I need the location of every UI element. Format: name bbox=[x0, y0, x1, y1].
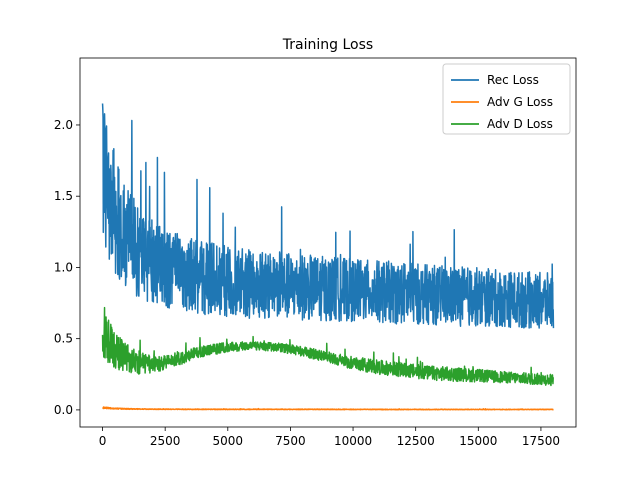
legend-label: Adv G Loss bbox=[487, 95, 553, 109]
x-tick-label: 17500 bbox=[522, 434, 560, 448]
series-line-rec-loss bbox=[101, 103, 555, 329]
plot-area bbox=[101, 103, 555, 411]
y-tick-label: 0.5 bbox=[54, 332, 73, 346]
x-tick-label: 5000 bbox=[213, 434, 244, 448]
x-tick-label: 7500 bbox=[275, 434, 306, 448]
y-tick-label: 0.0 bbox=[54, 403, 73, 417]
axes-frame bbox=[79, 57, 577, 428]
y-tick-label: 2.0 bbox=[54, 118, 73, 132]
x-tick-label: 0 bbox=[99, 434, 107, 448]
y-tick-label: 1.5 bbox=[54, 189, 73, 203]
series-line-adv-g-loss bbox=[102, 406, 554, 411]
y-axis: 0.0 0.5 1.0 1.5 2.0 bbox=[54, 118, 80, 417]
legend-label: Rec Loss bbox=[487, 73, 539, 87]
y-tick-label: 1.0 bbox=[54, 260, 73, 274]
legend: Rec Loss Adv G Loss Adv D Loss bbox=[442, 63, 571, 135]
legend-label: Adv D Loss bbox=[487, 117, 553, 131]
x-tick-label: 2500 bbox=[150, 434, 181, 448]
series-line-adv-d-loss bbox=[101, 306, 554, 387]
x-tick-label: 12500 bbox=[397, 434, 435, 448]
x-tick-label: 10000 bbox=[334, 434, 372, 448]
chart-title: Training Loss bbox=[282, 37, 373, 53]
x-tick-label: 15000 bbox=[459, 434, 497, 448]
x-axis: 0 2500 5000 7500 10000 12500 15000 17500 bbox=[99, 427, 560, 448]
legend-box bbox=[442, 63, 571, 135]
